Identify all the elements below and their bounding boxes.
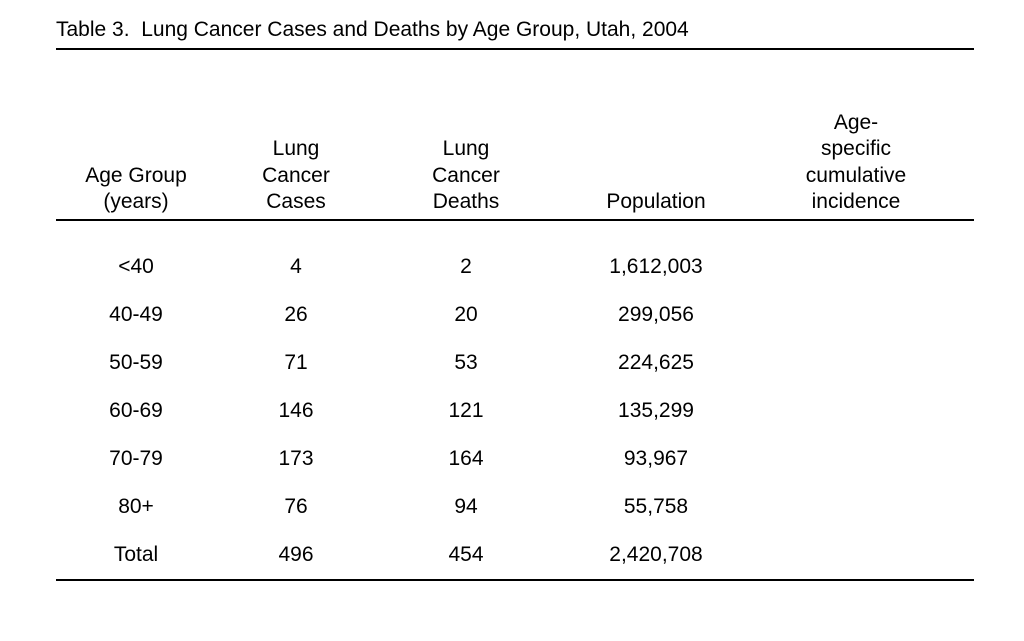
table-row: <40 4 2 1,612,003 — [56, 243, 974, 291]
cell-population: 224,625 — [556, 351, 756, 375]
column-header-incidence: Age-specificcumulativeincidence — [756, 110, 956, 215]
cell-deaths: 20 — [376, 303, 556, 327]
cell-incidence — [756, 303, 956, 327]
column-header-cases: LungCancerCases — [216, 136, 376, 215]
cell-cases: 71 — [216, 351, 376, 375]
cell-deaths: 94 — [376, 495, 556, 519]
cell-deaths: 53 — [376, 351, 556, 375]
table-row-total: Total 496 454 2,420,708 — [56, 531, 974, 579]
cell-deaths: 2 — [376, 255, 556, 279]
table-row: 40-49 26 20 299,056 — [56, 291, 974, 339]
cell-incidence — [756, 495, 956, 519]
cell-incidence — [756, 447, 956, 471]
table-row: 70-79 173 164 93,967 — [56, 435, 974, 483]
cell-population: 2,420,708 — [556, 543, 756, 567]
table-body: <40 4 2 1,612,003 40-49 26 20 299,056 50… — [56, 221, 974, 581]
cell-population: 55,758 — [556, 495, 756, 519]
cell-cases: 146 — [216, 399, 376, 423]
cell-incidence — [756, 255, 956, 279]
cell-population: 135,299 — [556, 399, 756, 423]
column-header-age-group: Age Group(years) — [56, 163, 216, 216]
cell-age-group: Total — [56, 543, 216, 567]
cell-age-group: 60-69 — [56, 399, 216, 423]
cell-deaths: 121 — [376, 399, 556, 423]
cell-cases: 496 — [216, 543, 376, 567]
table-title: Table 3. Lung Cancer Cases and Deaths by… — [56, 18, 974, 50]
column-header-population: Population — [556, 189, 756, 215]
cell-cases: 26 — [216, 303, 376, 327]
table-container: Table 3. Lung Cancer Cases and Deaths by… — [0, 0, 1024, 581]
cell-age-group: 70-79 — [56, 447, 216, 471]
cell-population: 1,612,003 — [556, 255, 756, 279]
column-header-deaths: LungCancerDeaths — [376, 136, 556, 215]
cell-cases: 173 — [216, 447, 376, 471]
table-bottom-rule — [56, 579, 974, 581]
table-header-row: Age Group(years) LungCancerCases LungCan… — [56, 50, 974, 221]
table-row: 80+ 76 94 55,758 — [56, 483, 974, 531]
cell-incidence — [756, 543, 956, 567]
cell-deaths: 164 — [376, 447, 556, 471]
cell-age-group: <40 — [56, 255, 216, 279]
cell-population: 299,056 — [556, 303, 756, 327]
cell-incidence — [756, 399, 956, 423]
table-row: 60-69 146 121 135,299 — [56, 387, 974, 435]
table-row: 50-59 71 53 224,625 — [56, 339, 974, 387]
cell-cases: 4 — [216, 255, 376, 279]
cell-population: 93,967 — [556, 447, 756, 471]
cell-deaths: 454 — [376, 543, 556, 567]
cell-age-group: 80+ — [56, 495, 216, 519]
cell-age-group: 50-59 — [56, 351, 216, 375]
cell-cases: 76 — [216, 495, 376, 519]
cell-age-group: 40-49 — [56, 303, 216, 327]
cell-incidence — [756, 351, 956, 375]
